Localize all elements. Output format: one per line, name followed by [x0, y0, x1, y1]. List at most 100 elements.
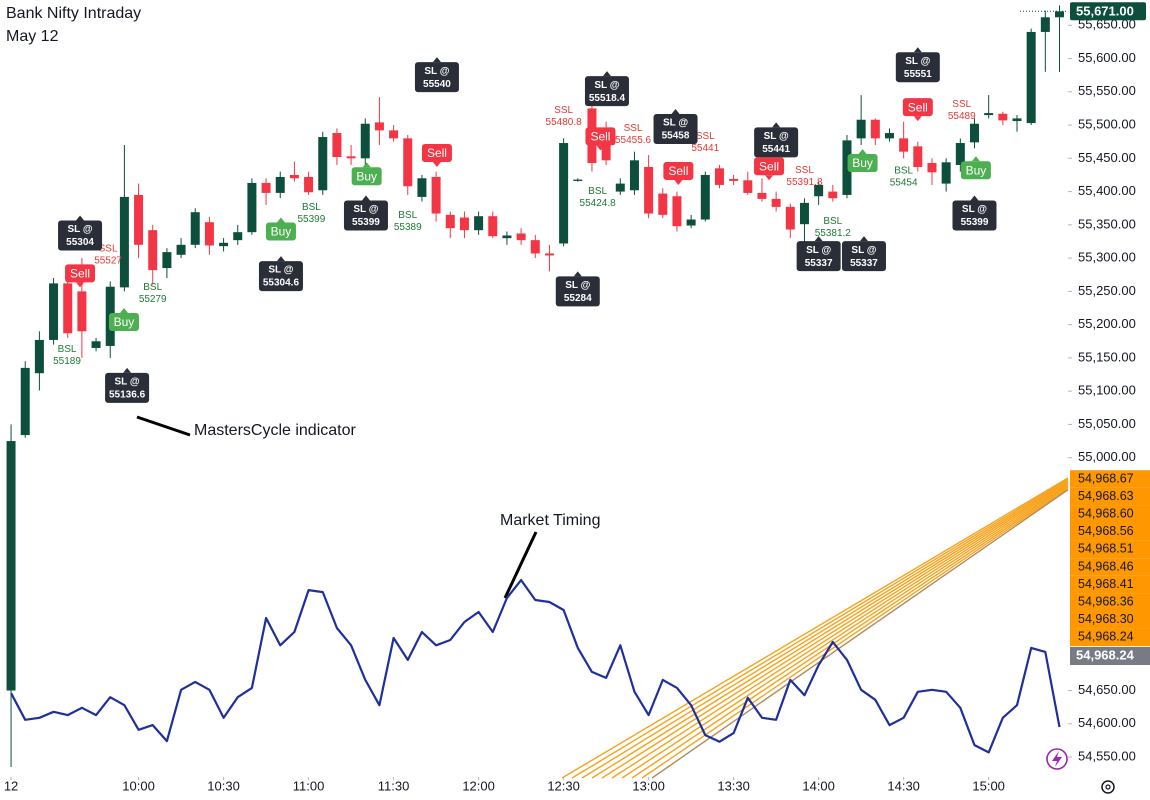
x-tick-label: 14:30	[887, 778, 920, 793]
stop-loss-level: 55304.6	[263, 278, 300, 289]
candle-body	[998, 113, 1008, 121]
indicator-icon	[1046, 748, 1068, 770]
stop-loss-label: SL @	[594, 80, 619, 91]
y-tick-label: 55,600.00	[1078, 50, 1136, 65]
candle-body	[1012, 118, 1022, 122]
signal-label: Buy	[271, 225, 292, 239]
candle-body	[502, 235, 512, 239]
liquidity-level: 55527	[94, 255, 122, 266]
candle-body	[927, 162, 937, 173]
signal-box	[754, 157, 785, 176]
stop-loss: SL @ 55441	[754, 122, 799, 158]
y-tick-label: 55,200.00	[1078, 316, 1136, 331]
stop-loss: SL @ 55337	[841, 236, 886, 272]
y-tick-label: 55,400.00	[1078, 183, 1136, 198]
candle-body	[360, 123, 370, 159]
signal-pointer	[913, 116, 922, 122]
stop-loss-box	[952, 200, 997, 231]
candle-body	[374, 122, 384, 131]
candle-body	[700, 174, 710, 220]
y-tick-label: 55,450.00	[1078, 150, 1136, 165]
y-tick-label: 54,650.00	[1078, 682, 1136, 697]
candle-body	[162, 252, 172, 269]
candle-body	[771, 198, 781, 207]
candle-body	[289, 174, 299, 179]
stop-loss-pointer	[671, 109, 680, 115]
fan-line	[621, 485, 1069, 779]
candle-body	[6, 441, 16, 691]
stop-loss: SL @ 55551	[895, 47, 940, 83]
signal-pointer	[765, 175, 774, 181]
y-tick-label: 55,250.00	[1078, 283, 1136, 298]
stop-loss: SL @ 55136.6	[105, 367, 150, 403]
settings-icon[interactable]	[1101, 780, 1115, 794]
fan-level-label: 54,968.60	[1078, 506, 1134, 520]
signal-box	[351, 167, 382, 186]
liquidity-level: 55455.6	[615, 135, 652, 146]
candle-body	[219, 242, 229, 247]
stop-loss-label: SL @	[67, 224, 92, 235]
signal-label: Sell	[590, 130, 610, 144]
stop-loss-label: SL @	[851, 245, 876, 256]
candle-body	[629, 160, 639, 191]
candle-body	[913, 146, 923, 167]
liquidity-level: 55381.2	[815, 228, 852, 239]
liquidity-kind: SSL	[696, 131, 715, 142]
fan-level-label: 54,968.67	[1078, 471, 1134, 485]
stop-loss-box	[258, 261, 303, 292]
signal-label: Buy	[356, 169, 377, 183]
candle-body	[190, 212, 200, 245]
fan-line	[601, 482, 1069, 779]
fan-level-box	[1070, 558, 1150, 576]
candle-body	[403, 138, 413, 187]
signal: Buy	[847, 148, 878, 172]
signal-box	[65, 264, 96, 283]
candle-body	[49, 283, 59, 340]
signal-pointer	[596, 145, 605, 151]
liquidity-kind: BSL	[823, 216, 842, 227]
candle-body	[672, 196, 682, 227]
liquidity-kind: SSL	[952, 99, 971, 110]
signal-label: Sell	[908, 100, 928, 114]
stop-loss-label: SL @	[663, 118, 688, 129]
liquidity-level: 55389	[394, 222, 422, 233]
fan-line	[631, 486, 1069, 779]
stop-loss-level: 55337	[805, 258, 833, 269]
signal-label: Buy	[114, 315, 135, 329]
annotation-pointer	[503, 531, 538, 599]
stop-loss-label: SL @	[565, 280, 590, 291]
last-price-label: 55,671.00	[1076, 4, 1134, 19]
candle-body	[969, 123, 979, 143]
candle-body	[544, 253, 554, 256]
candle-body	[785, 206, 795, 230]
fan-line	[641, 487, 1069, 779]
candle-body	[119, 196, 129, 288]
stop-loss-level: 55441	[762, 144, 790, 155]
stop-loss: SL @ 55518.4	[584, 71, 629, 107]
stop-loss-box	[796, 241, 841, 272]
signal: Sell	[902, 98, 933, 122]
stop-loss-pointer	[970, 195, 979, 201]
stop-loss-level: 55136.6	[109, 389, 146, 400]
stop-loss-pointer	[432, 57, 441, 63]
signal-box	[960, 161, 991, 180]
signal-box	[585, 127, 616, 146]
fan-level-box	[1070, 540, 1150, 559]
fan-level-label: 54,968.63	[1078, 489, 1134, 503]
signal-label: Buy	[966, 163, 987, 177]
candle-body	[34, 339, 44, 374]
stop-loss-pointer	[123, 367, 132, 373]
signal-pointer	[674, 179, 683, 185]
stop-loss-box	[414, 62, 459, 93]
stop-loss-box	[841, 241, 886, 272]
candle-body	[714, 168, 724, 185]
stop-loss-level: 55518.4	[589, 93, 626, 104]
signal-label: Sell	[759, 159, 779, 173]
annotation: MastersCycle indicator	[194, 422, 357, 439]
candle-body	[828, 191, 838, 199]
stop-loss-pointer	[859, 236, 868, 242]
candle-body	[20, 367, 30, 436]
